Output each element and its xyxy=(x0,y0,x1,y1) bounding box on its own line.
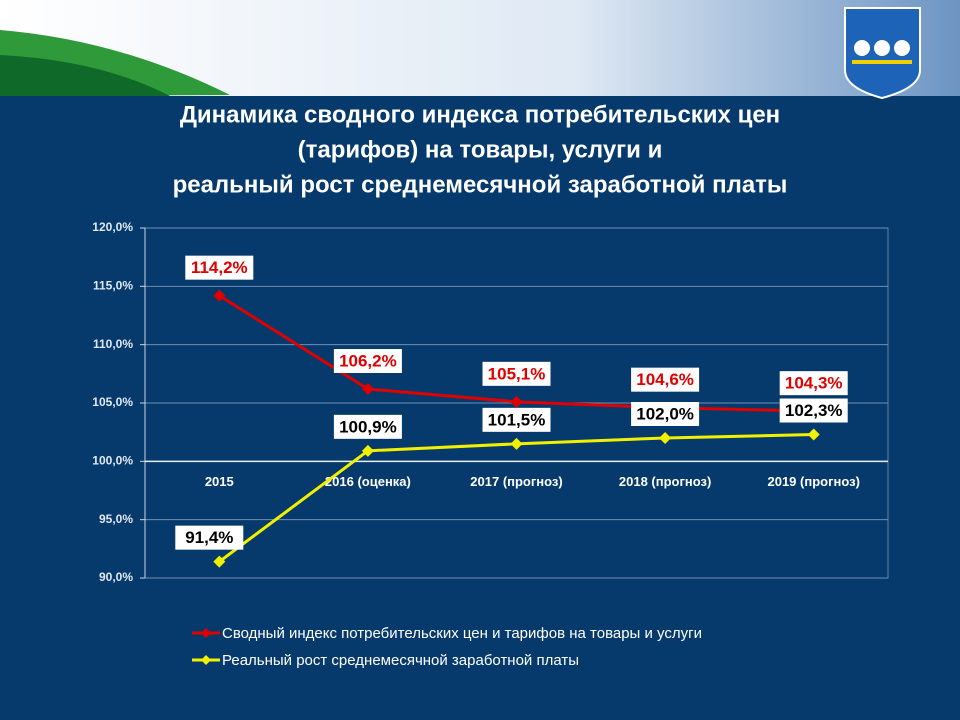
coat-of-arms xyxy=(844,7,921,100)
data-point xyxy=(361,383,374,395)
x-tick-label: 2019 (прогноз) xyxy=(767,474,859,489)
data-label: 104,6% xyxy=(636,370,694,389)
data-point xyxy=(659,432,672,444)
data-label: 100,9% xyxy=(339,417,397,436)
data-label: 91,4% xyxy=(185,528,233,547)
data-label-box xyxy=(779,371,848,396)
y-tick-label: 110,0% xyxy=(93,337,133,351)
y-tick-label: 100,0% xyxy=(92,454,133,468)
data-label-box xyxy=(779,398,848,423)
data-label: 101,5% xyxy=(488,410,546,429)
data-label: 104,3% xyxy=(785,374,843,393)
data-point xyxy=(213,555,226,568)
legend-label: Сводный индекс потребительских цен и тар… xyxy=(222,625,702,642)
plot: 90,0% 95,0% 100,0% 105,0% 110,0% 115,0% 120,0%… xyxy=(92,220,889,669)
data-label-box xyxy=(482,407,551,432)
data-label-box xyxy=(185,255,254,280)
legend-marker xyxy=(201,628,211,638)
data-point xyxy=(510,437,523,450)
data-point xyxy=(213,289,226,302)
data-label: 102,0% xyxy=(636,404,694,423)
x-tick-label: 2018 (прогноз) xyxy=(619,474,711,489)
legend-label: Реальный рост среднемесячной заработной … xyxy=(222,652,579,669)
banner-swoosh xyxy=(0,55,170,96)
data-point xyxy=(510,395,523,408)
legend-marker xyxy=(201,655,211,665)
y-tick-label: 120,0% xyxy=(92,220,133,234)
data-point xyxy=(361,444,374,457)
y-tick-label: 90,0% xyxy=(99,570,133,584)
y-tick-label: 105,0% xyxy=(92,395,133,409)
data-label: 114,2% xyxy=(191,258,248,277)
x-tick-label: 2017 (прогноз) xyxy=(470,474,562,489)
y-tick-label: 95,0% xyxy=(99,512,133,526)
x-tick-label: 2015 xyxy=(205,474,234,489)
chart-title: (тарифов) на товары, услуги и xyxy=(298,136,663,163)
chart-title: реальный рост среднемесячной заработной … xyxy=(173,171,788,198)
data-label-box xyxy=(482,361,551,386)
data-label-box xyxy=(631,402,700,426)
data-label-box xyxy=(631,367,700,392)
data-label: 102,3% xyxy=(785,401,843,420)
y-tick-label: 115,0% xyxy=(93,279,133,293)
data-label-box xyxy=(333,414,402,439)
data-label-box xyxy=(333,349,402,373)
data-label: 106,2% xyxy=(339,351,397,370)
chart-title: Динамика сводного индекса потребительски… xyxy=(180,101,780,128)
data-label: 105,1% xyxy=(488,364,546,383)
data-point xyxy=(807,428,820,441)
data-label-box xyxy=(175,525,244,550)
x-tick-label: 2016 (оценка) xyxy=(325,474,411,489)
